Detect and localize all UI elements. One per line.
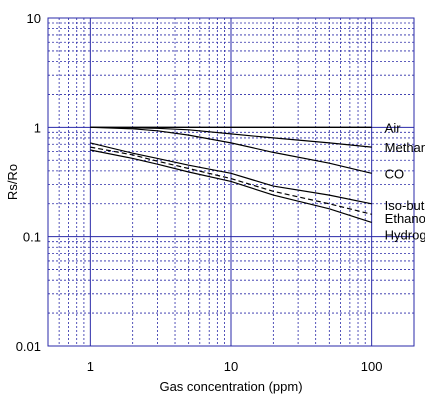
series-label-co: CO	[385, 166, 405, 181]
series-lines	[90, 126, 372, 223]
y-axis-title: Rs/Ro	[5, 164, 20, 200]
y-axis-tick-labels: 0.01 0.1 1 10	[16, 11, 41, 354]
series-label-hydrogen: Hydrogen	[385, 227, 425, 242]
plot-area-frame	[47, 17, 415, 347]
series-labels: Air Methane CO Iso-butaneEthanolHydrogen	[385, 120, 425, 242]
series-label-methane: Methane	[385, 140, 425, 155]
series-label-iso-butane: Iso-butane	[385, 198, 425, 213]
series-line-hydrogen	[90, 149, 372, 223]
y-tick-label: 10	[27, 11, 41, 26]
x-tick-label: 10	[224, 359, 238, 374]
series-line-ethanol	[90, 146, 372, 215]
minor-grid	[47, 18, 415, 346]
y-tick-label: 0.1	[23, 230, 41, 245]
y-tick-label: 0.01	[16, 339, 41, 354]
x-tick-label: 100	[361, 359, 383, 374]
y-tick-label: 1	[34, 120, 41, 135]
series-line-iso-butane	[90, 142, 372, 205]
series-line-co	[90, 126, 372, 174]
x-tick-label: 1	[87, 359, 94, 374]
x-axis-title: Gas concentration (ppm)	[159, 379, 302, 394]
x-axis-tick-labels: 1 10 100	[87, 359, 383, 374]
series-label-air: Air	[385, 120, 402, 135]
series-line-methane	[90, 126, 372, 148]
series-label-ethanol: Ethanol	[385, 211, 425, 226]
